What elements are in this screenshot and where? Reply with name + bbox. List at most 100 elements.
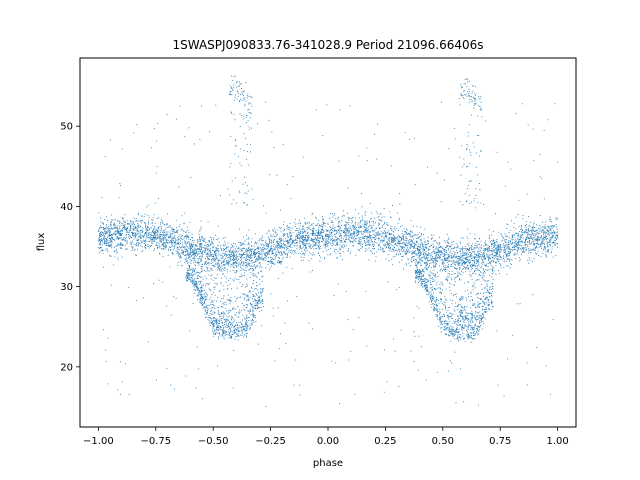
data-point <box>162 234 164 236</box>
data-point <box>457 264 459 266</box>
data-point <box>478 269 480 271</box>
data-point <box>466 256 468 258</box>
data-point <box>225 257 226 259</box>
data-point <box>261 248 263 250</box>
data-point <box>185 243 187 245</box>
data-point <box>284 228 286 230</box>
data-point <box>122 223 124 225</box>
data-point <box>379 239 381 241</box>
data-point <box>484 242 486 244</box>
data-point <box>264 254 266 256</box>
data-point <box>335 239 337 241</box>
data-point <box>192 253 194 255</box>
data-point <box>518 245 520 247</box>
data-point <box>374 238 376 240</box>
data-point <box>137 245 139 247</box>
data-point <box>266 244 267 246</box>
data-point <box>476 255 477 256</box>
data-point <box>108 238 110 240</box>
data-point <box>197 261 199 263</box>
data-point <box>231 251 233 253</box>
data-point <box>501 256 502 258</box>
data-point <box>107 242 109 244</box>
data-point <box>474 244 476 246</box>
data-point <box>364 221 366 223</box>
data-point <box>248 238 250 240</box>
data-point <box>330 228 332 230</box>
data-point <box>462 249 464 251</box>
data-point <box>340 253 342 254</box>
data-point <box>385 234 386 236</box>
data-point <box>527 241 529 243</box>
data-point <box>350 241 351 243</box>
data-point <box>525 225 526 227</box>
data-point <box>278 261 280 263</box>
data-point <box>99 217 101 219</box>
data-point <box>102 234 104 236</box>
data-point <box>316 217 318 219</box>
data-point <box>145 244 147 246</box>
data-point <box>454 261 456 263</box>
data-point <box>132 233 133 235</box>
data-point <box>194 255 195 257</box>
data-point <box>305 246 306 248</box>
data-point <box>325 235 326 237</box>
data-point <box>530 252 532 253</box>
data-point <box>124 213 126 215</box>
data-point <box>540 243 542 245</box>
data-point <box>428 273 430 275</box>
data-point <box>539 228 541 230</box>
data-point <box>363 226 365 228</box>
data-point <box>303 246 305 248</box>
data-point <box>160 236 161 237</box>
data-point <box>101 238 103 240</box>
data-point <box>280 239 282 241</box>
data-point <box>551 236 553 238</box>
data-point <box>230 256 232 258</box>
data-point <box>288 241 290 243</box>
data-point <box>298 237 300 239</box>
data-point <box>312 238 314 240</box>
data-point <box>431 237 433 239</box>
data-point <box>172 229 174 231</box>
data-point <box>312 252 314 254</box>
data-point <box>415 243 417 245</box>
data-point <box>297 223 299 225</box>
data-point <box>531 242 533 244</box>
data-point <box>415 234 417 236</box>
data-point <box>245 270 247 272</box>
data-point <box>419 255 420 257</box>
data-point <box>493 249 495 251</box>
data-point <box>406 238 408 240</box>
data-point <box>517 233 519 235</box>
data-point <box>441 262 443 264</box>
data-point <box>375 211 377 213</box>
data-point <box>111 238 113 240</box>
data-point <box>128 229 130 231</box>
data-point <box>345 241 347 243</box>
data-point <box>509 259 511 261</box>
data-point <box>313 254 315 256</box>
data-point <box>245 251 247 253</box>
data-point <box>363 230 365 232</box>
data-point <box>397 230 399 231</box>
data-point <box>362 237 364 239</box>
data-point <box>293 241 295 243</box>
data-point <box>514 258 516 260</box>
data-point <box>290 235 291 237</box>
data-point <box>521 240 523 242</box>
data-point <box>434 257 436 259</box>
data-point <box>296 238 298 239</box>
data-point <box>445 259 447 261</box>
data-point <box>346 230 348 232</box>
data-point <box>388 240 390 242</box>
data-point <box>550 237 552 239</box>
data-point <box>179 256 181 257</box>
data-point <box>190 245 192 247</box>
data-point <box>255 259 257 261</box>
data-point <box>176 242 178 244</box>
data-point <box>339 227 341 229</box>
data-point <box>534 230 536 232</box>
data-point <box>450 264 452 266</box>
data-point <box>363 220 365 222</box>
